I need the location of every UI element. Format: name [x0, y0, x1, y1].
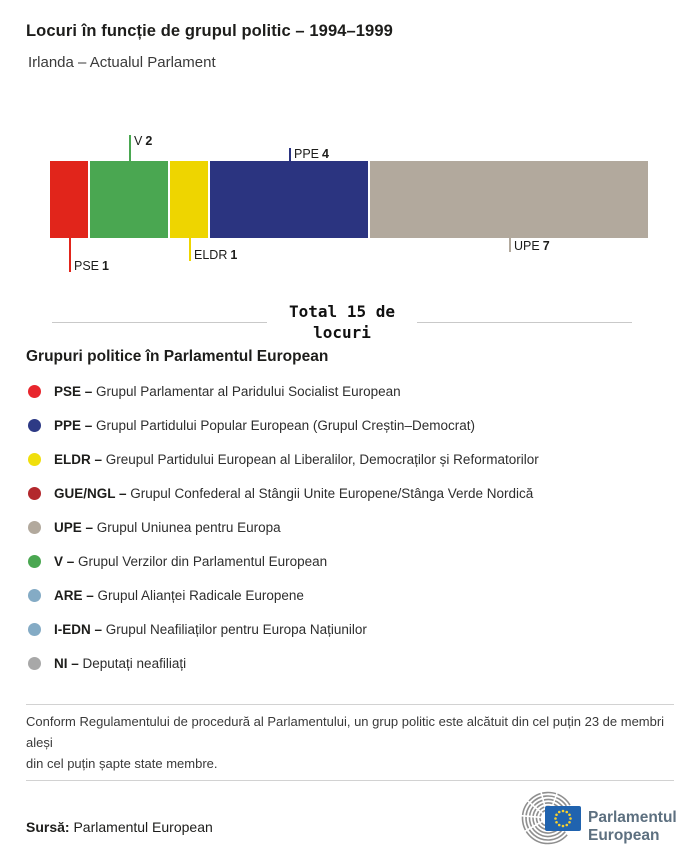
legend-item: I-EDN – Grupul Neafiliaților pentru Euro…	[0, 612, 700, 646]
callout-tick-ppe	[289, 148, 291, 161]
page-subtitle: Irlanda – Actualul Parlament	[28, 54, 216, 71]
legend-item: ARE – Grupul Alianței Radicale Europene	[0, 578, 700, 612]
callout-label-eldr: ELDR 1	[194, 248, 238, 262]
total-right-rule	[416, 321, 632, 323]
legend-item: V – Grupul Verzilor din Parlamentul Euro…	[0, 544, 700, 578]
legend-item: NI – Deputați neafiliați	[0, 646, 700, 680]
legend-label: I-EDN – Grupul Neafiliaților pentru Euro…	[54, 621, 367, 637]
page-title: Locuri în funcție de grupul politic – 19…	[26, 22, 393, 40]
footer-bottom-divider	[26, 780, 674, 781]
source-text: Sursă: Parlamentul European	[26, 819, 213, 835]
legend-dot-icon	[28, 486, 41, 500]
footer-note: Conform Regulamentului de procedură al P…	[26, 714, 665, 771]
bar-segment-upe	[370, 161, 648, 238]
callout-label-ppe: PPE 4	[294, 147, 329, 161]
legend-dot-icon	[28, 452, 41, 466]
legend-label: UPE – Grupul Uniunea pentru Europa	[54, 519, 281, 535]
bar-segment-ppe	[210, 161, 368, 238]
total-seats-label: Total 15 de locuri	[289, 302, 395, 342]
svg-text:Parlamentul: Parlamentul	[588, 809, 677, 826]
svg-text:European: European	[588, 827, 659, 844]
legend-label: ELDR – Greupul Partidului European al Li…	[54, 451, 539, 467]
legend-item: ELDR – Greupul Partidului European al Li…	[0, 442, 700, 476]
seats-bar-chart: PSE 1 V 2 ELDR 1 PPE 4 UPE 7	[0, 128, 700, 288]
callout-tick-pse	[69, 238, 71, 272]
legend-label: PPE – Grupul Partidului Popular European…	[54, 417, 475, 433]
source-value: Parlamentul European	[69, 819, 213, 835]
callout-label-pse: PSE 1	[74, 259, 109, 273]
legend-dot-icon	[28, 520, 41, 534]
bar-segment-eldr	[170, 161, 208, 238]
legend-list: PSE – Grupul Parlamentar al Paridului So…	[0, 374, 700, 680]
callout-tick-v	[129, 135, 131, 161]
legend-heading: Grupuri politice în Parlamentul European	[26, 348, 329, 365]
legend-label: PSE – Grupul Parlamentar al Paridului So…	[54, 383, 401, 399]
legend-dot-icon	[28, 554, 41, 568]
legend-dot-icon	[28, 588, 41, 602]
source-label: Sursă:	[26, 819, 70, 835]
total-left-rule	[52, 321, 268, 323]
legend-label: ARE – Grupul Alianței Radicale Europene	[54, 587, 304, 603]
legend-item: UPE – Grupul Uniunea pentru Europa	[0, 510, 700, 544]
legend-label: NI – Deputați neafiliați	[54, 655, 187, 671]
bar-segment-v	[90, 161, 168, 238]
footer-top-divider	[26, 704, 674, 705]
callout-tick-eldr	[189, 238, 191, 261]
legend-label: GUE/NGL – Grupul Confederal al Stângii U…	[54, 485, 534, 501]
total-seats-row: Total 15 de locuri	[52, 301, 632, 343]
legend-dot-icon	[28, 384, 41, 398]
legend-item: PSE – Grupul Parlamentar al Paridului So…	[0, 374, 700, 408]
legend-dot-icon	[28, 418, 41, 432]
legend-dot-icon	[28, 622, 41, 636]
legend-item: GUE/NGL – Grupul Confederal al Stângii U…	[0, 476, 700, 510]
legend-dot-icon	[28, 656, 41, 670]
callout-label-upe: UPE 7	[514, 239, 550, 253]
legend-item: PPE – Grupul Partidului Popular European…	[0, 408, 700, 442]
legend-label: V – Grupul Verzilor din Parlamentul Euro…	[54, 553, 328, 569]
source-row: Sursă: Parlamentul European Parlamentul E…	[26, 789, 678, 845]
bar-segment-pse	[50, 161, 88, 238]
callout-tick-upe	[509, 238, 511, 252]
